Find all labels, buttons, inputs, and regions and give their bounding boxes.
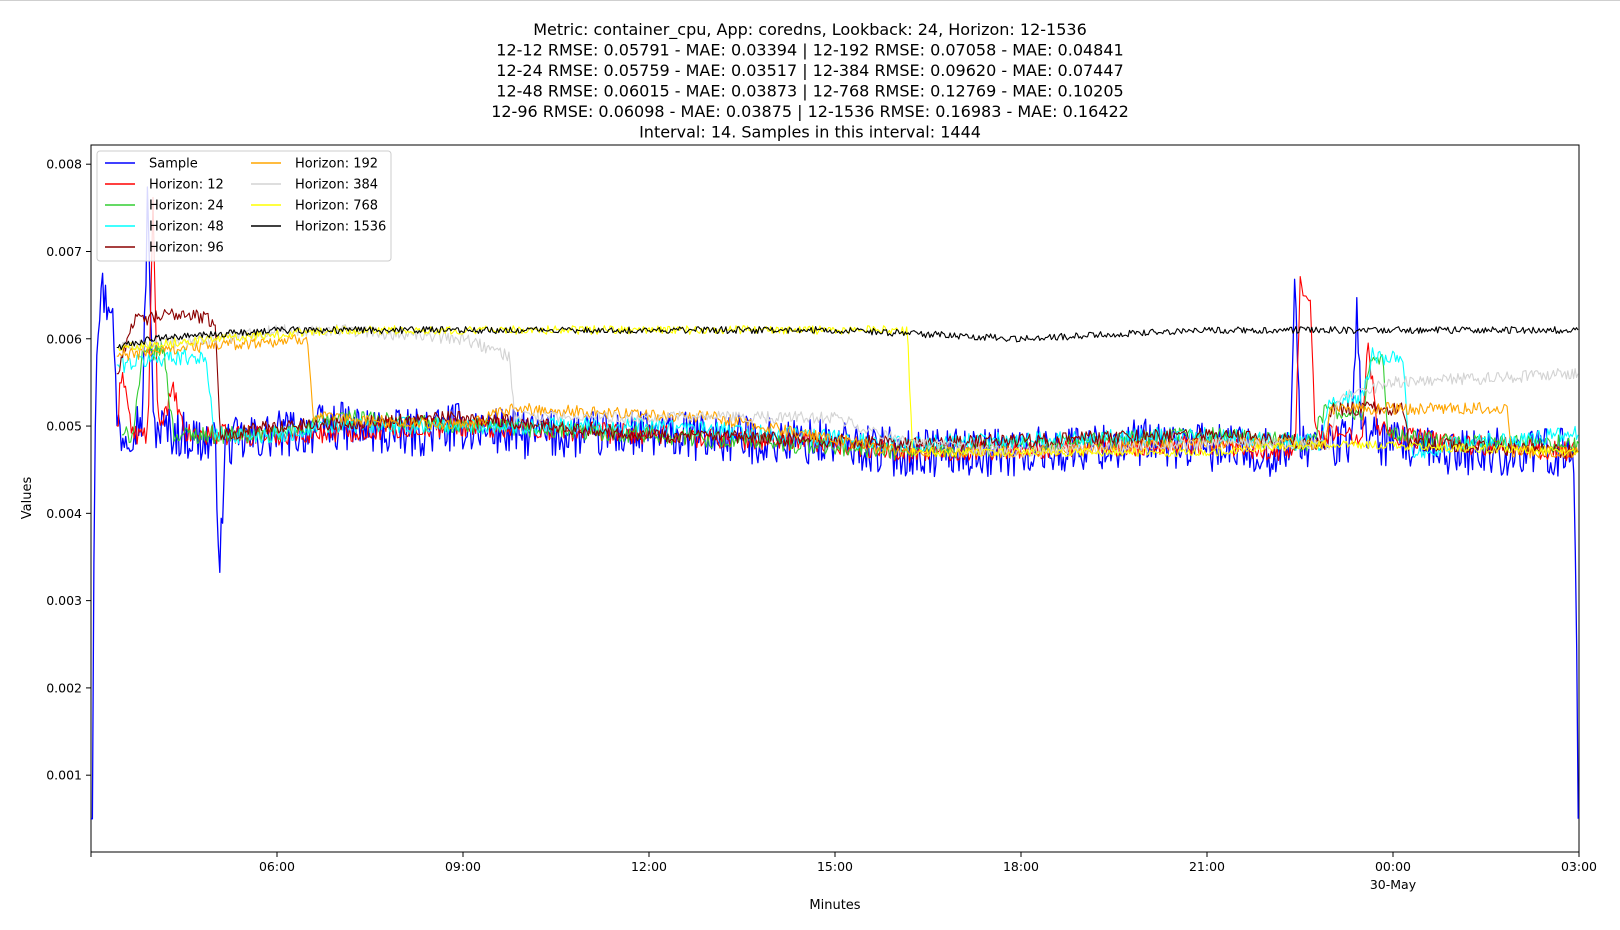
title-line-6: Interval: 14. Samples in this interval: …: [639, 123, 981, 142]
title-line-4: 12-48 RMSE: 0.06015 - MAE: 0.03873 | 12-…: [496, 82, 1123, 101]
series-line-horizon-768: [116, 325, 1579, 458]
legend-label: Sample: [149, 157, 198, 172]
top-rule: [0, 0, 1620, 1]
x-tick-label: 21:00: [1189, 859, 1225, 874]
y-tick-label: 0.007: [46, 244, 82, 259]
series-line-horizon-48: [116, 347, 1579, 459]
x-axis-label: Minutes: [809, 898, 860, 913]
legend-label: Horizon: 1536: [295, 220, 386, 235]
title-line-3: 12-24 RMSE: 0.05759 - MAE: 0.03517 | 12-…: [496, 61, 1123, 80]
legend-label: Horizon: 12: [149, 178, 224, 193]
legend-label: Horizon: 768: [295, 199, 378, 214]
x-tick-label: 06:00: [259, 859, 295, 874]
y-tick-label: 0.003: [46, 593, 82, 608]
y-tick-label: 0.004: [46, 506, 82, 521]
x-tick-label: 12:00: [631, 859, 667, 874]
legend-label: Horizon: 24: [149, 199, 224, 214]
legend-label: Horizon: 96: [149, 241, 224, 256]
y-tick-label: 0.006: [46, 331, 82, 346]
x-tick-label: 09:00: [445, 859, 481, 874]
y-tick-label: 0.002: [46, 680, 82, 695]
y-axis-label: Values: [20, 477, 35, 520]
x-tick-label: 03:00: [1561, 859, 1597, 874]
x-tick-label: 15:00: [817, 859, 853, 874]
title-line-5: 12-96 RMSE: 0.06098 - MAE: 0.03875 | 12-…: [491, 102, 1129, 121]
x-tick-label: 18:00: [1003, 859, 1039, 874]
y-axis: 0.001 0.002 0.003 0.004 0.005 0.006 0.007 0.008: [46, 157, 91, 783]
x-tick-label: 00:00: [1375, 859, 1411, 874]
series-line-sample: [91, 186, 1579, 820]
series-line-horizon-192: [116, 333, 1579, 459]
legend-label: Horizon: 384: [295, 178, 378, 193]
x-tick-sublabel: 30-May: [1370, 877, 1417, 892]
title-line-1: Metric: container_cpu, App: coredns, Loo…: [533, 20, 1087, 40]
legend: Sample Horizon: 12 Horizon: 24 Horizon: 48 H…: [96, 150, 392, 262]
series-lines: [91, 186, 1580, 820]
series-line-horizon-12: [116, 196, 1579, 463]
x-axis: 06:00 09:00 12:00 15:00 18:00 21:00 00:00 30-Ma…: [90, 852, 1597, 892]
y-tick-label: 0.001: [46, 768, 82, 783]
chart-title: Metric: container_cpu, App: coredns, Loo…: [491, 20, 1129, 142]
y-tick-label: 0.005: [46, 419, 82, 434]
legend-label: Horizon: 192: [295, 157, 378, 172]
y-tick-label: 0.008: [46, 157, 82, 172]
legend-box: [96, 150, 392, 262]
title-line-2: 12-12 RMSE: 0.05791 - MAE: 0.03394 | 12-…: [496, 41, 1123, 60]
series-line-horizon-1536: [116, 326, 1579, 351]
legend-label: Horizon: 48: [149, 220, 224, 235]
